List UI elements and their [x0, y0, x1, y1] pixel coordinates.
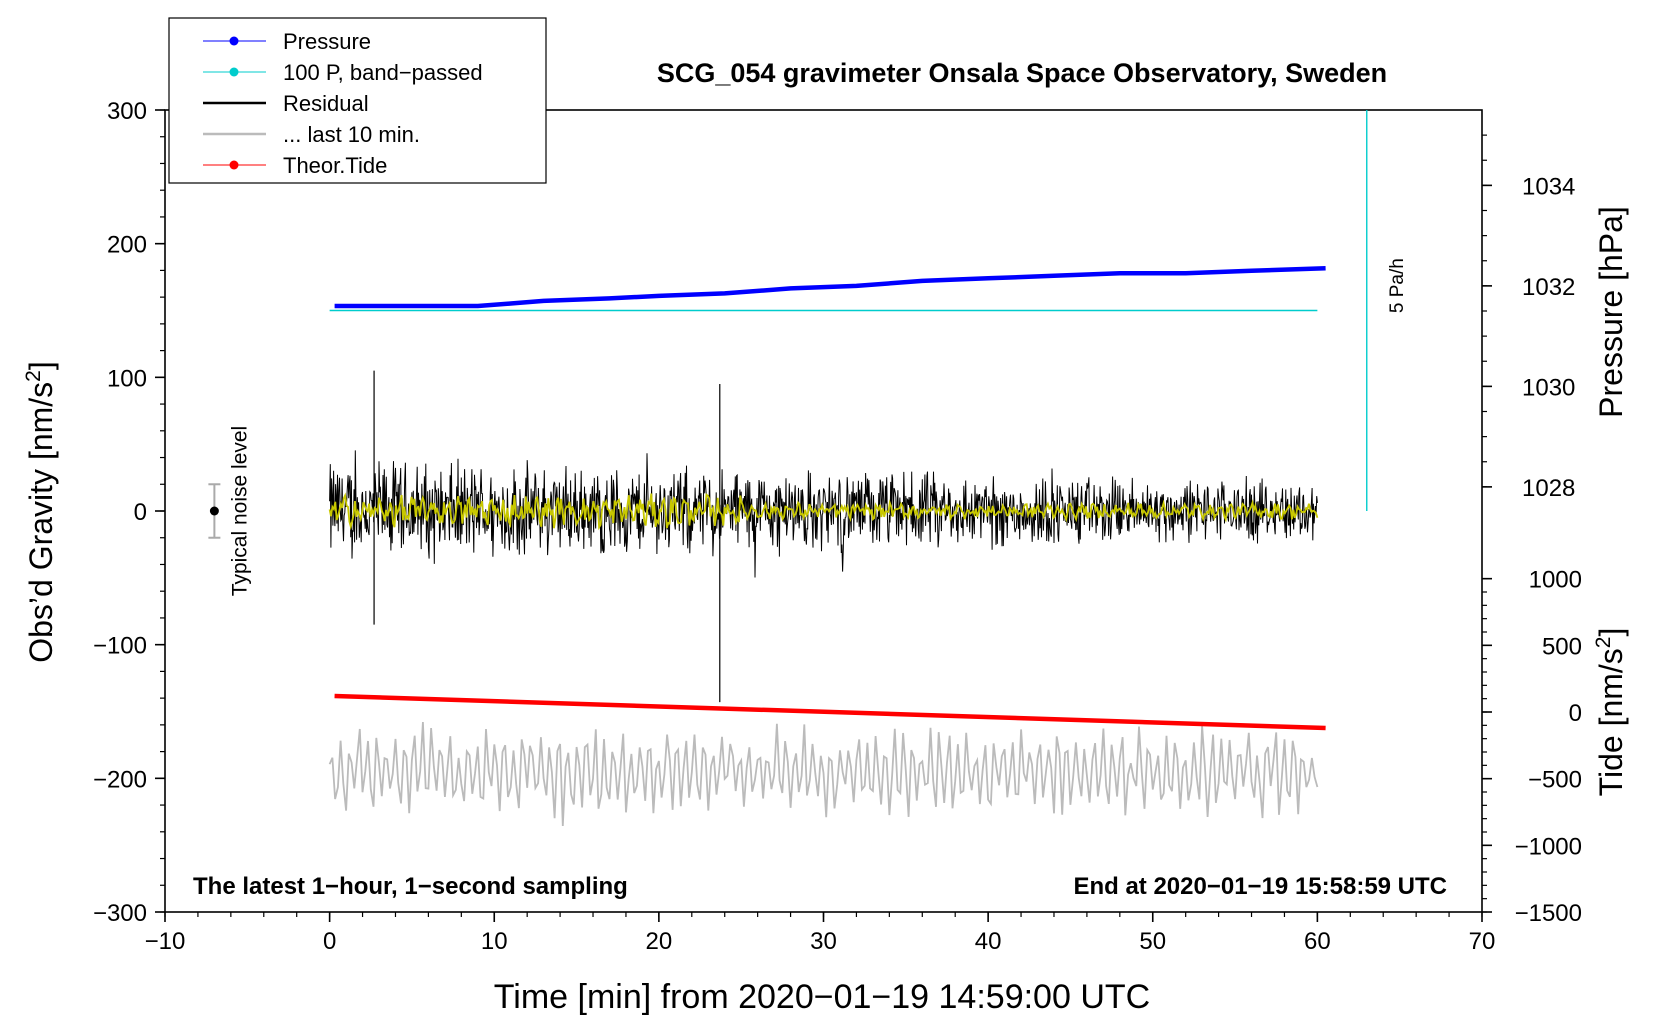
x-tick-label-4: 30 [810, 928, 837, 955]
residual-series [329, 370, 1318, 703]
annotation-bottom-right: End at 2020−01−19 15:58:59 UTC [1073, 873, 1447, 900]
y-tick-label-1: 200 [107, 232, 147, 259]
x-tick-label-2: 10 [481, 928, 508, 955]
y-tick-label-6: −300 [93, 900, 147, 927]
filtered-residual-series [328, 492, 1319, 531]
y-tick-label-0: 300 [107, 98, 147, 125]
legend-dot-4 [229, 160, 239, 170]
legend-label-3: ... last 10 min. [283, 122, 420, 147]
tide-tick-label-3: −500 [1528, 767, 1582, 794]
tide-tick-label-1: 500 [1542, 633, 1582, 660]
y-axis-label-tide: Tide [nm/s2] [1592, 628, 1629, 797]
annotation-bottom-left: The latest 1−hour, 1−second sampling [193, 873, 628, 900]
x-tick-label-1: 0 [323, 928, 336, 955]
last-10-min-line [328, 722, 1319, 827]
y-axis-label-gravity: Obs’d Gravity [nm/s2] [22, 361, 59, 663]
noise-point [209, 506, 219, 516]
x-tick-label-0: −10 [145, 928, 186, 955]
legend: Pressure 100 P, band−passed Residual ... la… [168, 17, 547, 184]
scale-bar-label: 5 Pa/h [1387, 258, 1408, 313]
x-axis-label: Time [min] from 2020−01−19 14:59:00 UTC [494, 978, 1150, 1016]
tide-axis-ticks: 1000 500 0 −500 −1000 −1500 [1482, 567, 1582, 927]
y-tick-label-2: 100 [107, 365, 147, 392]
scale-bar: 5 Pa/h [1366, 110, 1408, 511]
tide-series [334, 693, 1326, 731]
pressure-series [334, 266, 1326, 309]
pressure-axis-ticks: 1034 1032 1030 1028 [1482, 134, 1575, 502]
x-tick-label-8: 70 [1469, 928, 1496, 955]
chart-title: SCG_054 gravimeter Onsala Space Observat… [657, 58, 1387, 88]
y-tick-label-3: 0 [134, 499, 147, 526]
pressure-line [334, 266, 1326, 309]
tide-line [334, 693, 1326, 731]
x-tick-label-7: 60 [1304, 928, 1331, 955]
legend-items: Pressure 100 P, band−passed Residual ... la… [203, 29, 483, 178]
y-tick-label-5: −200 [93, 766, 147, 793]
legend-dot-0 [229, 36, 239, 46]
tide-tick-label-4: −1000 [1515, 833, 1582, 860]
legend-label-1: 100 P, band−passed [283, 60, 483, 85]
pressure-tick-label-1: 1032 [1522, 274, 1575, 301]
legend-dot-1 [229, 67, 239, 77]
x-tick-label-5: 40 [975, 928, 1002, 955]
legend-label-2: Residual [283, 91, 369, 116]
noise-label: Typical noise level [228, 426, 251, 596]
legend-label-0: Pressure [283, 29, 371, 54]
residual-line [329, 450, 1318, 578]
x-tick-label-6: 50 [1139, 928, 1166, 955]
legend-label-4: Theor.Tide [283, 153, 387, 178]
pressure-tick-label-2: 1030 [1522, 374, 1575, 401]
y-tick-label-4: −100 [93, 633, 147, 660]
pressure-tick-label-3: 1028 [1522, 475, 1575, 502]
x-tick-label-3: 20 [646, 928, 673, 955]
legend-box [168, 17, 547, 184]
last-10-min-series [328, 722, 1319, 827]
x-axis-ticks: −10 0 10 20 30 40 50 60 70 [145, 912, 1496, 955]
tide-tick-label-5: −1500 [1515, 900, 1582, 927]
noise-marker: Typical noise level [208, 426, 251, 596]
pressure-tick-label-0: 1034 [1522, 173, 1575, 200]
tide-tick-label-0: 1000 [1529, 567, 1582, 594]
tide-tick-label-2: 0 [1569, 700, 1582, 727]
filtered-residual-line [328, 492, 1319, 531]
y-axis-ticks: 300 200 100 0 −100 −200 −300 [93, 98, 165, 927]
y-axis-label-pressure: Pressure [hPa] [1593, 206, 1629, 418]
